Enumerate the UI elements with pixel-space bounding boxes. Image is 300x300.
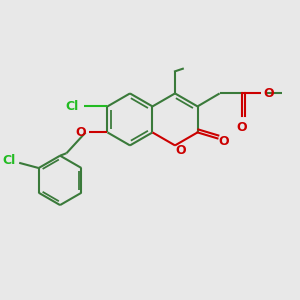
Text: O: O bbox=[175, 144, 186, 158]
Text: Cl: Cl bbox=[3, 154, 16, 167]
Text: O: O bbox=[76, 126, 86, 139]
Text: Cl: Cl bbox=[65, 100, 79, 113]
Text: O: O bbox=[219, 135, 229, 148]
Text: O: O bbox=[263, 87, 274, 100]
Text: O: O bbox=[236, 121, 247, 134]
